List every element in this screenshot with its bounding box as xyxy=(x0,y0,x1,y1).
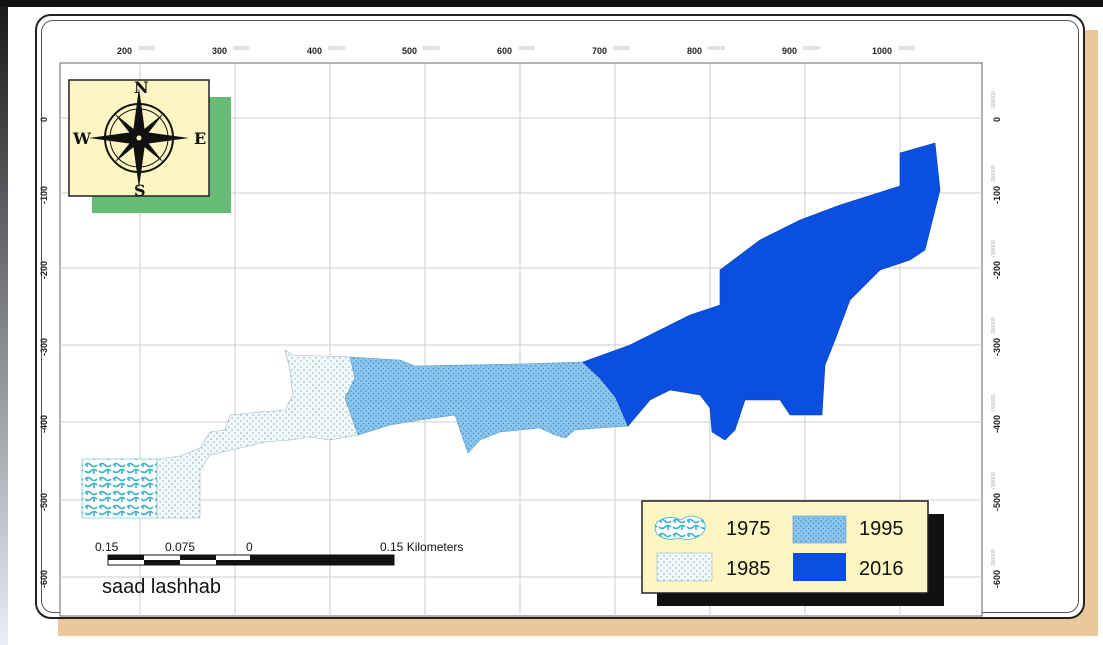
x-tick-minor: 000000 xyxy=(708,46,725,52)
y-axis-right: 0 000000 -100 000000 -200 000000 -300 00… xyxy=(991,91,1002,588)
x-tick-label: 400 xyxy=(307,46,322,56)
legend-label-2016: 2016 xyxy=(859,558,904,580)
y-tick-label: -400 xyxy=(992,415,1002,433)
y-tick-label: -200 xyxy=(992,261,1002,279)
x-tick-minor: 000000 xyxy=(898,46,915,52)
author-credit: saad lashhab xyxy=(102,576,221,598)
y-tick-minor: 000000 xyxy=(991,394,997,411)
y-tick-label: -100 xyxy=(992,186,1002,204)
compass-w-label: W xyxy=(72,129,92,148)
legend-label-1985: 1985 xyxy=(726,558,771,580)
y-tick-label: -200 xyxy=(39,261,49,279)
scale-seg xyxy=(144,560,180,565)
y-tick-label: 0 xyxy=(39,117,49,122)
x-tick-label: 700 xyxy=(592,46,607,56)
zone-1995 xyxy=(344,356,629,454)
scale-label-right: 0.15 Kilometers xyxy=(380,540,463,554)
x-tick-label: 300 xyxy=(212,46,227,56)
y-tick-label: -600 xyxy=(992,570,1002,588)
y-tick-minor: 000000 xyxy=(991,91,997,108)
north-arrow: N S W E xyxy=(68,78,231,213)
legend-swatch-2016 xyxy=(793,553,846,581)
top-bar xyxy=(0,0,1103,7)
legend-item-1975: 1975 xyxy=(654,515,771,540)
compass-s-label: S xyxy=(134,181,146,200)
x-tick-minor: 000000 xyxy=(138,46,155,52)
x-tick-label: 500 xyxy=(402,46,417,56)
y-tick-label: -300 xyxy=(992,338,1002,356)
x-tick-label: 600 xyxy=(497,46,512,56)
scale-seg xyxy=(216,560,250,565)
y-axis-left: 0 -100 -200 -300 -400 -500 -600 xyxy=(39,117,49,588)
y-tick-label: -600 xyxy=(39,570,49,588)
x-tick-minor: 000000 xyxy=(328,46,345,52)
scale-label-left: 0.15 xyxy=(95,540,119,554)
x-tick-minor: 000000 xyxy=(423,46,440,52)
scale-seg xyxy=(180,555,216,560)
x-tick-minor: 000000 xyxy=(518,46,535,52)
x-tick-label: 900 xyxy=(782,46,797,56)
compass-n-label: N xyxy=(134,78,149,97)
legend-item-2016: 2016 xyxy=(793,553,904,581)
x-axis-top: 200 000000 300 000000 400 000000 500 000… xyxy=(117,46,915,56)
y-tick-label: -100 xyxy=(39,186,49,204)
scale-seg xyxy=(108,555,144,560)
scale-seg xyxy=(250,555,394,565)
legend-label-1975: 1975 xyxy=(726,518,771,540)
legend-swatch-1995 xyxy=(792,515,847,544)
zone-2016 xyxy=(582,142,941,441)
scale-bar: 0.15 0.075 0 0.15 Kilometers xyxy=(95,540,463,566)
y-tick-label: -500 xyxy=(992,493,1002,511)
legend: 1975 1995 1985 2016 xyxy=(641,500,944,606)
left-strip xyxy=(0,7,8,645)
compass-e-label: E xyxy=(194,129,206,148)
legend-label-1995: 1995 xyxy=(859,518,904,540)
y-tick-minor: 000000 xyxy=(991,240,997,257)
y-tick-minor: 000000 xyxy=(991,549,997,566)
y-tick-minor: 000000 xyxy=(991,317,997,334)
compass-rose-icon xyxy=(89,88,189,188)
scale-label-mid: 0.075 xyxy=(165,540,195,554)
y-tick-label: -300 xyxy=(39,338,49,356)
x-tick-minor: 000000 xyxy=(803,46,820,52)
x-tick-minor: 000000 xyxy=(613,46,630,52)
y-tick-minor: 000000 xyxy=(991,165,997,182)
legend-swatch-1975 xyxy=(654,515,706,540)
legend-swatch-1985 xyxy=(656,552,713,582)
x-tick-label: 200 xyxy=(117,46,132,56)
y-tick-label: -500 xyxy=(39,493,49,511)
x-tick-label: 1000 xyxy=(872,46,892,56)
x-tick-minor: 000000 xyxy=(233,46,250,52)
zones xyxy=(81,142,941,519)
scale-label-zero: 0 xyxy=(246,540,253,554)
y-tick-label: 0 xyxy=(992,117,1002,122)
x-tick-label: 800 xyxy=(687,46,702,56)
legend-item-1995: 1995 xyxy=(792,515,904,544)
zone-1975 xyxy=(81,458,158,519)
y-tick-label: -400 xyxy=(39,415,49,433)
y-tick-minor: 000000 xyxy=(991,472,997,489)
legend-item-1985: 1985 xyxy=(656,552,771,582)
